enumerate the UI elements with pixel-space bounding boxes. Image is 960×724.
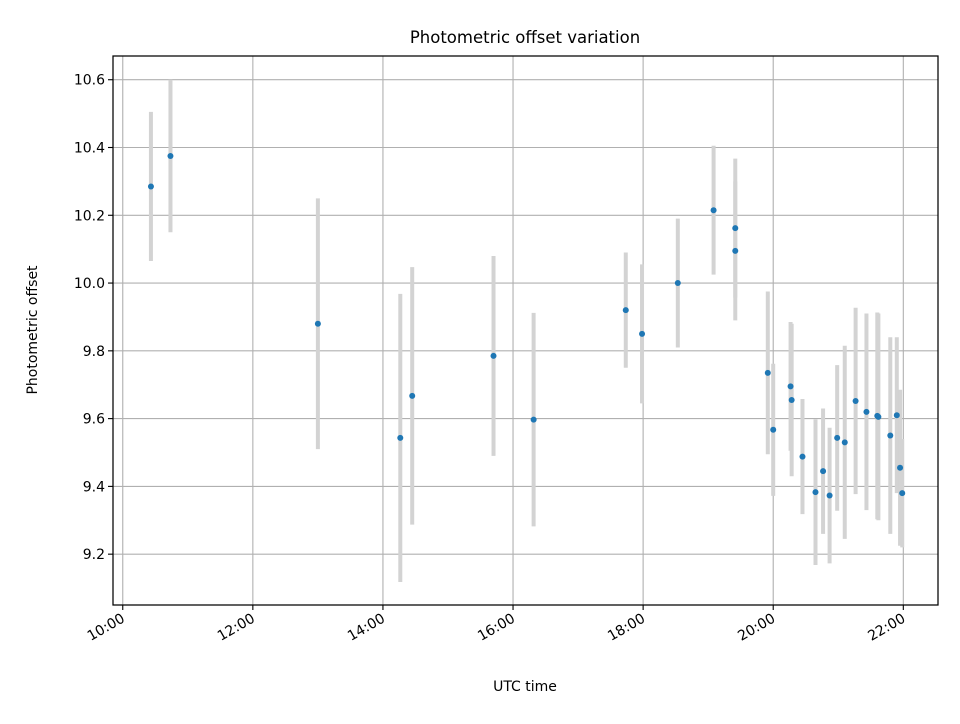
data-point [167,152,174,159]
chart-title: Photometric offset variation [410,28,640,47]
data-point [770,426,777,433]
data-points [147,152,906,499]
data-point [674,280,681,287]
x-tick-label: 22:00 [865,611,908,645]
y-tick-label: 10.2 [74,208,105,224]
y-axis-ticks: 9.2 9.4 9.6 9.8 10.0 10.2 10.4 10.6 [74,73,113,563]
data-point [732,225,739,232]
y-tick-label: 9.8 [83,344,105,360]
data-point [787,383,794,390]
data-point [826,492,833,499]
errorbars [148,79,905,582]
data-point [639,330,646,337]
data-point [834,434,841,441]
data-point [799,453,806,460]
y-tick-label: 9.4 [83,479,105,495]
data-point [887,432,894,439]
x-tick-label: 12:00 [215,611,258,645]
data-point [899,490,906,497]
data-point [812,489,819,496]
data-point [622,307,629,314]
plot-frame [112,55,939,606]
x-tick-label: 10:00 [85,611,128,645]
data-point [397,434,404,441]
data-point [764,369,771,376]
x-axis-ticks: 10:00 12:00 14:00 16:00 18:00 20:00 22:00 [85,605,908,645]
data-point [841,439,848,446]
x-tick-label: 14:00 [345,611,388,645]
data-point [490,352,497,359]
data-point [530,416,537,423]
data-point [897,464,904,471]
data-point [863,408,870,415]
data-point [732,247,739,254]
y-tick-label: 10.6 [74,73,105,89]
data-point [788,396,795,403]
data-point [409,392,416,399]
data-point [314,320,321,327]
y-tick-label: 9.2 [83,547,105,563]
data-point [147,183,154,190]
y-axis-label: Photometric offset [25,265,41,395]
y-tick-label: 9.6 [83,412,105,428]
x-tick-label: 20:00 [735,611,778,645]
y-tick-label: 10.4 [74,141,105,157]
x-tick-label: 16:00 [475,611,518,645]
data-point [875,413,882,420]
x-axis-label: UTC time [493,679,557,695]
data-point [852,397,859,404]
data-point [820,468,827,475]
data-point [710,207,717,214]
data-point [893,412,900,419]
x-tick-label: 18:00 [605,611,648,645]
y-tick-label: 10.0 [74,276,105,292]
